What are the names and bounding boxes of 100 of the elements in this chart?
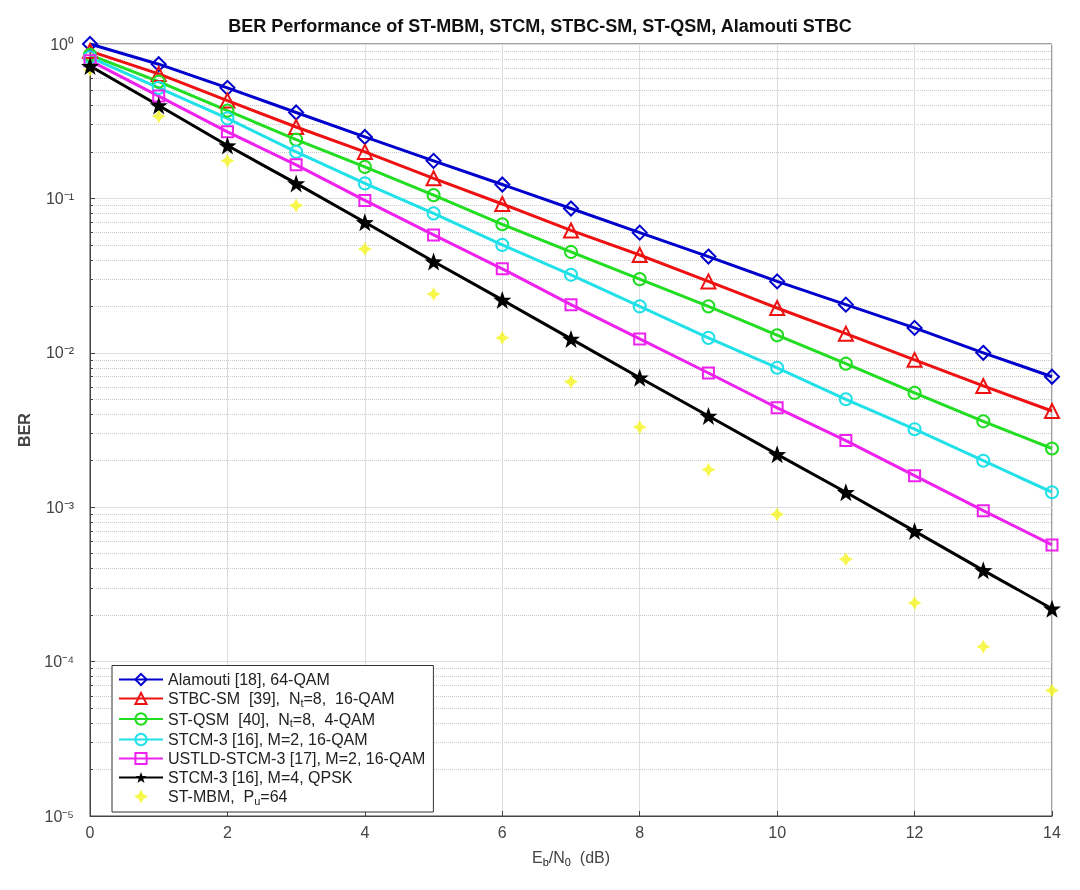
point [838, 552, 853, 567]
point [358, 193, 372, 207]
point [632, 420, 647, 435]
point [1045, 538, 1059, 552]
point [355, 213, 374, 232]
point [563, 200, 579, 217]
point [494, 176, 511, 193]
point [564, 267, 578, 282]
point [699, 406, 718, 425]
point [975, 344, 992, 361]
point [631, 224, 648, 241]
point [1045, 441, 1059, 456]
point [82, 36, 98, 52]
point [633, 332, 647, 346]
point [564, 374, 578, 389]
point [83, 54, 97, 68]
x-tick-label: 2 [222, 823, 232, 841]
point [1045, 683, 1059, 698]
point [976, 453, 991, 468]
point [906, 351, 923, 368]
point [631, 246, 648, 263]
point [1045, 485, 1059, 500]
point [357, 159, 372, 174]
point [424, 252, 443, 271]
point [975, 377, 992, 394]
point [1044, 402, 1060, 419]
point [700, 273, 717, 290]
point [289, 144, 304, 159]
point [494, 195, 511, 212]
point [220, 125, 234, 139]
point [218, 136, 237, 155]
point [220, 111, 235, 126]
point [149, 96, 168, 115]
point [837, 325, 854, 342]
point [426, 206, 441, 221]
legend-label: STCM-3 [16], M=4, QPSK [168, 769, 353, 786]
point [1043, 599, 1061, 618]
point [908, 469, 922, 483]
point [356, 143, 373, 160]
point [288, 119, 305, 136]
x-tick-label: 14 [1043, 823, 1061, 841]
point [632, 272, 647, 287]
point [907, 385, 922, 400]
point [769, 273, 786, 290]
point [974, 561, 993, 580]
point [563, 222, 579, 239]
point [839, 434, 853, 448]
point [770, 360, 785, 375]
point [632, 299, 647, 314]
y-tick-label: 10⁻² [45, 344, 75, 362]
x-tick-label: 12 [905, 823, 924, 841]
point [701, 462, 716, 477]
chart-title: BER Performance of ST-MBM, STCM, STBC-SM, ST-QSM, Alamouti STBC [228, 16, 852, 36]
point [289, 132, 304, 147]
point [700, 248, 717, 265]
point [150, 65, 167, 82]
point [495, 330, 510, 345]
point [151, 74, 166, 89]
point [495, 217, 510, 232]
point [838, 356, 853, 371]
point [630, 368, 649, 387]
point [769, 300, 786, 317]
point [289, 158, 303, 172]
legend-label: STCM-3 [16], M=2, 16-QAM [168, 731, 368, 748]
point [219, 92, 236, 109]
point [427, 228, 441, 242]
y-tick-label: 10⁻¹ [45, 189, 74, 207]
point [1044, 368, 1060, 385]
point [219, 79, 236, 96]
point [770, 507, 785, 522]
point [838, 392, 853, 407]
point [906, 319, 923, 336]
point [976, 414, 991, 429]
point [426, 188, 441, 203]
point [287, 174, 306, 193]
x-tick-label: 6 [497, 823, 507, 841]
point [150, 56, 167, 73]
point [357, 176, 372, 191]
point [425, 152, 442, 169]
legend-label: USTLD-STCM-3 [17], M=2, 16-QAM [168, 750, 426, 767]
point [288, 104, 305, 121]
point [220, 103, 235, 118]
x-tick-label: 4 [360, 823, 370, 841]
point [220, 153, 235, 168]
point [425, 170, 442, 187]
point [701, 330, 716, 345]
point [81, 57, 99, 76]
point [493, 290, 512, 309]
point [564, 298, 578, 312]
point [289, 198, 304, 213]
point [907, 422, 922, 437]
point [357, 242, 372, 257]
point [151, 109, 166, 124]
y-axis-title: BER [15, 412, 33, 447]
point [905, 522, 924, 541]
point [770, 401, 784, 415]
point [907, 595, 922, 610]
point [426, 287, 441, 302]
point [562, 329, 580, 348]
point [151, 80, 166, 95]
